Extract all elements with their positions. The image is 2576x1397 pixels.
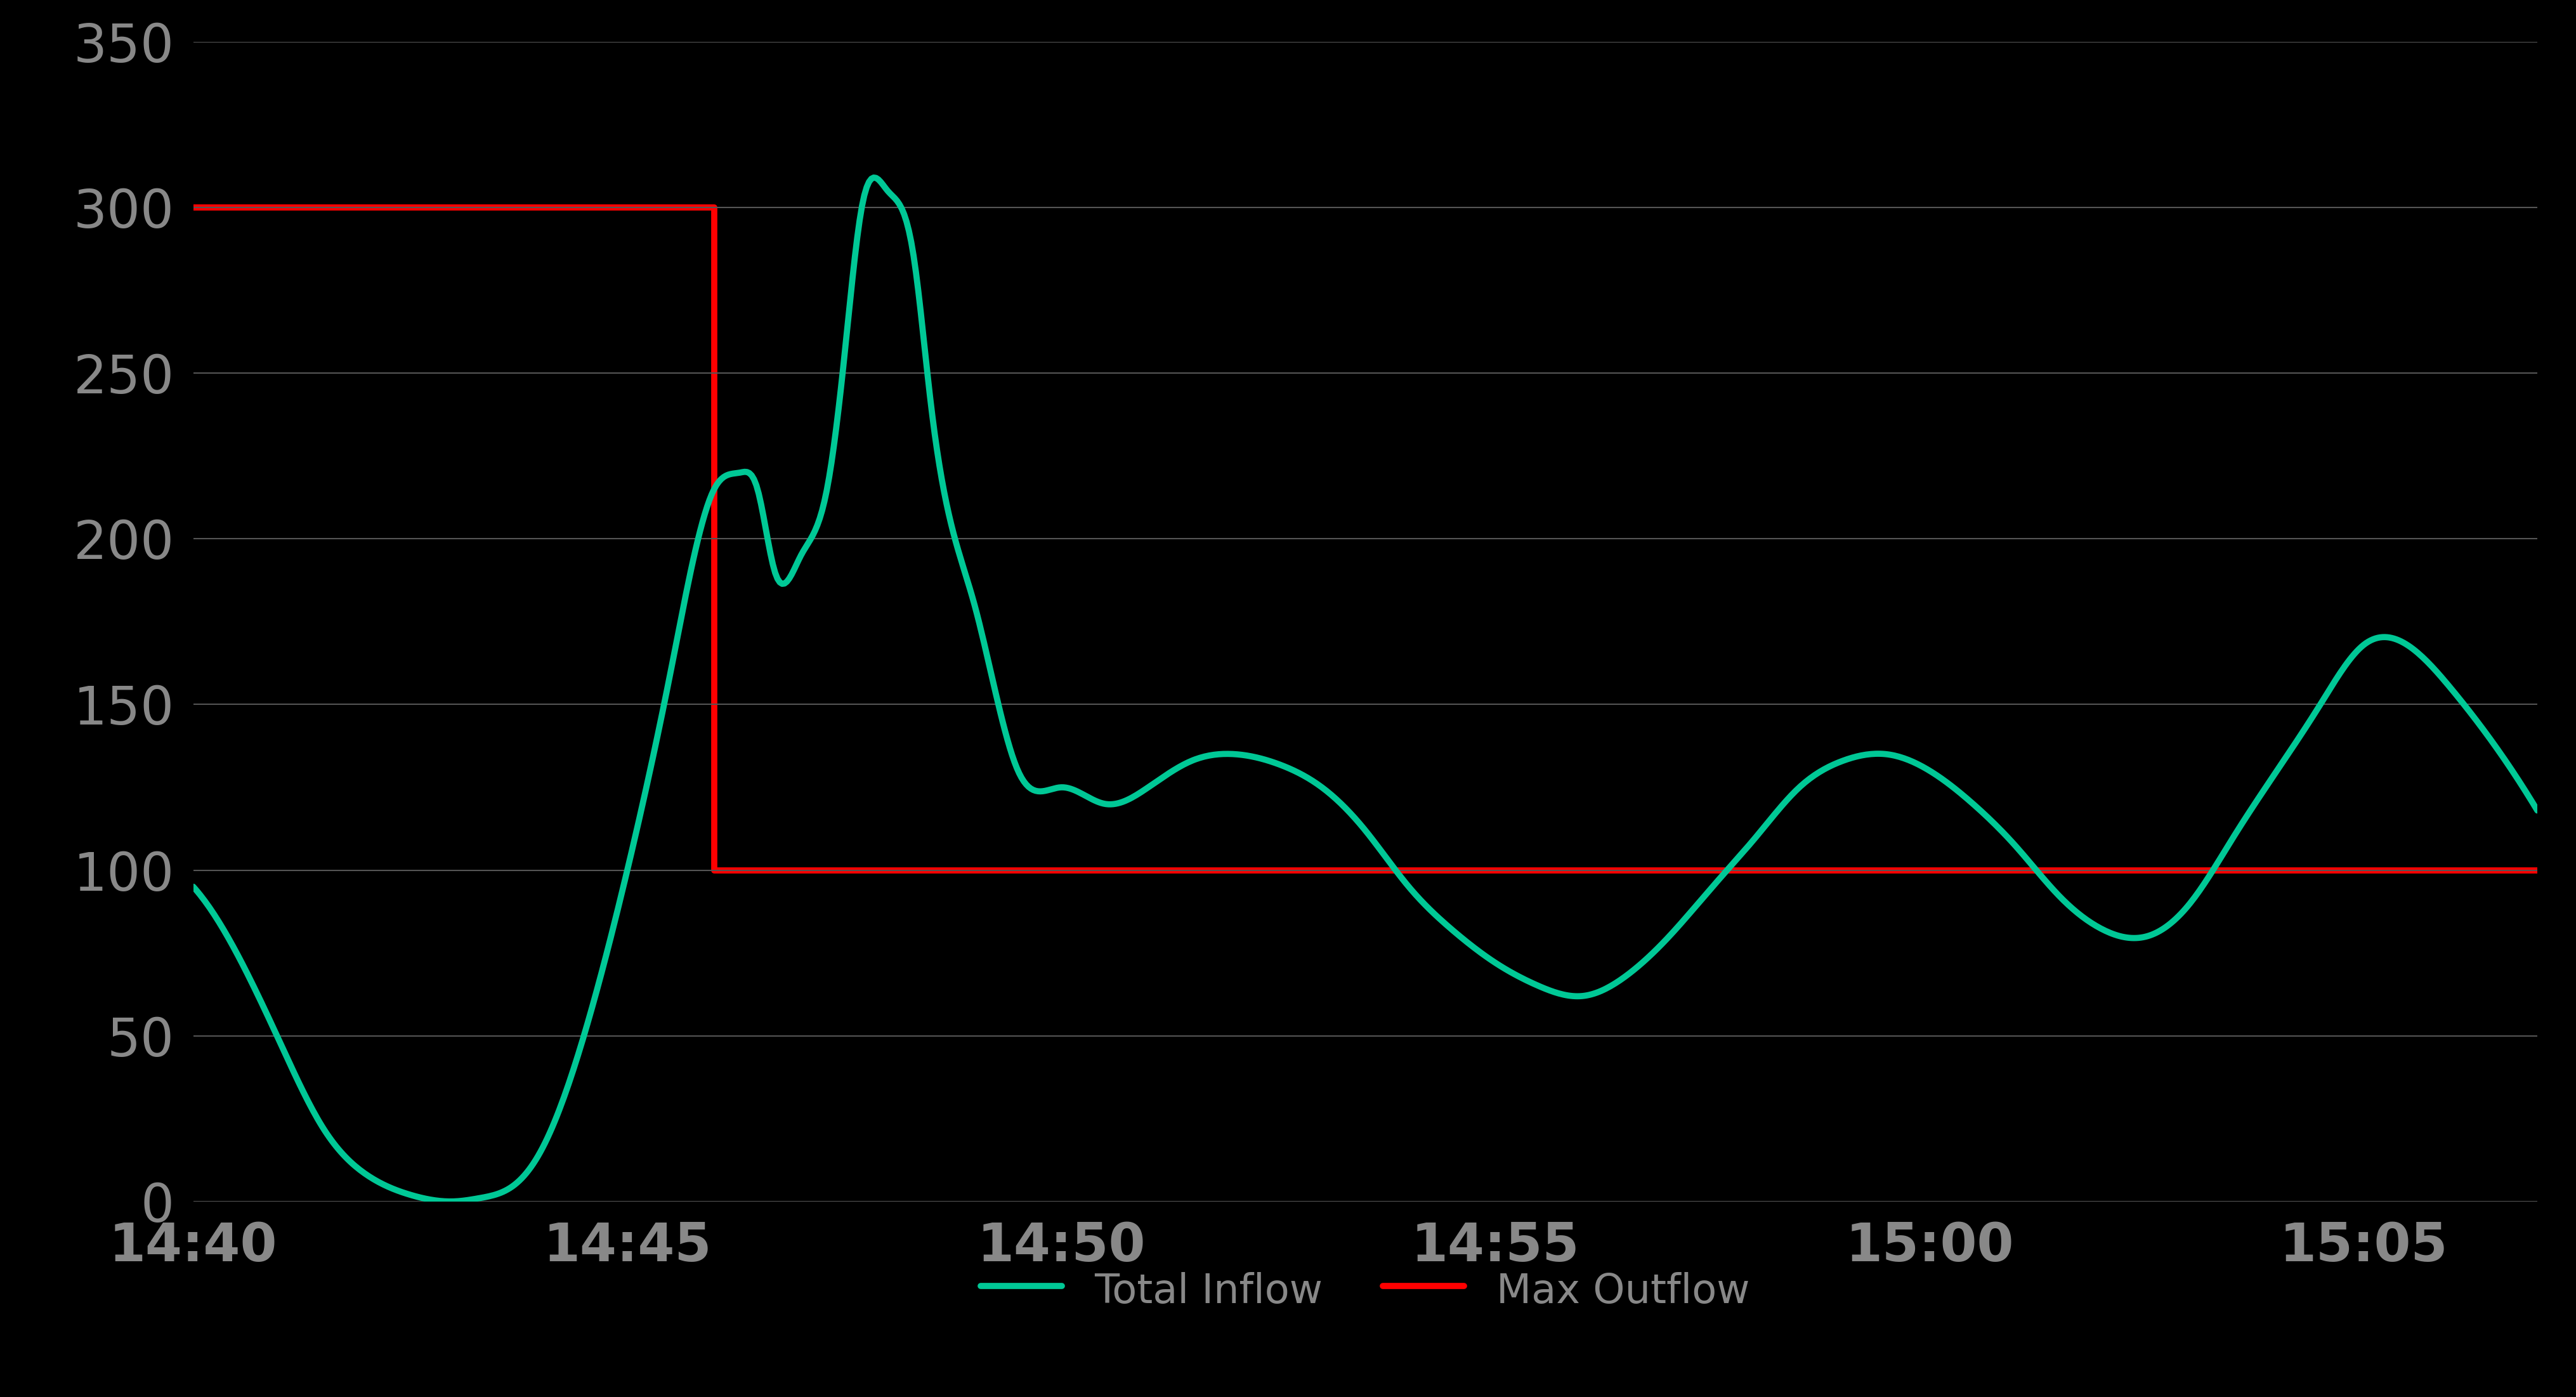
Total Inflow — [178, 879, 209, 895]
Max Outflow — [178, 200, 209, 217]
Total Inflow — [417, 1192, 448, 1208]
Total Inflow — [2053, 897, 2084, 914]
Total Inflow — [2009, 849, 2040, 866]
Total Inflow — [1131, 781, 1162, 798]
Max Outflow — [698, 862, 729, 879]
Line: Total Inflow: Total Inflow — [193, 177, 2537, 1201]
Total Inflow — [435, 1193, 466, 1210]
Max Outflow — [2522, 862, 2553, 879]
Total Inflow — [2522, 802, 2553, 819]
Line: Max Outflow: Max Outflow — [193, 208, 2537, 870]
Total Inflow — [1793, 773, 1824, 789]
Legend: Total Inflow, Max Outflow: Total Inflow, Max Outflow — [961, 1249, 1770, 1331]
Max Outflow — [698, 200, 729, 217]
Total Inflow — [858, 169, 889, 186]
Total Inflow — [1216, 746, 1247, 763]
